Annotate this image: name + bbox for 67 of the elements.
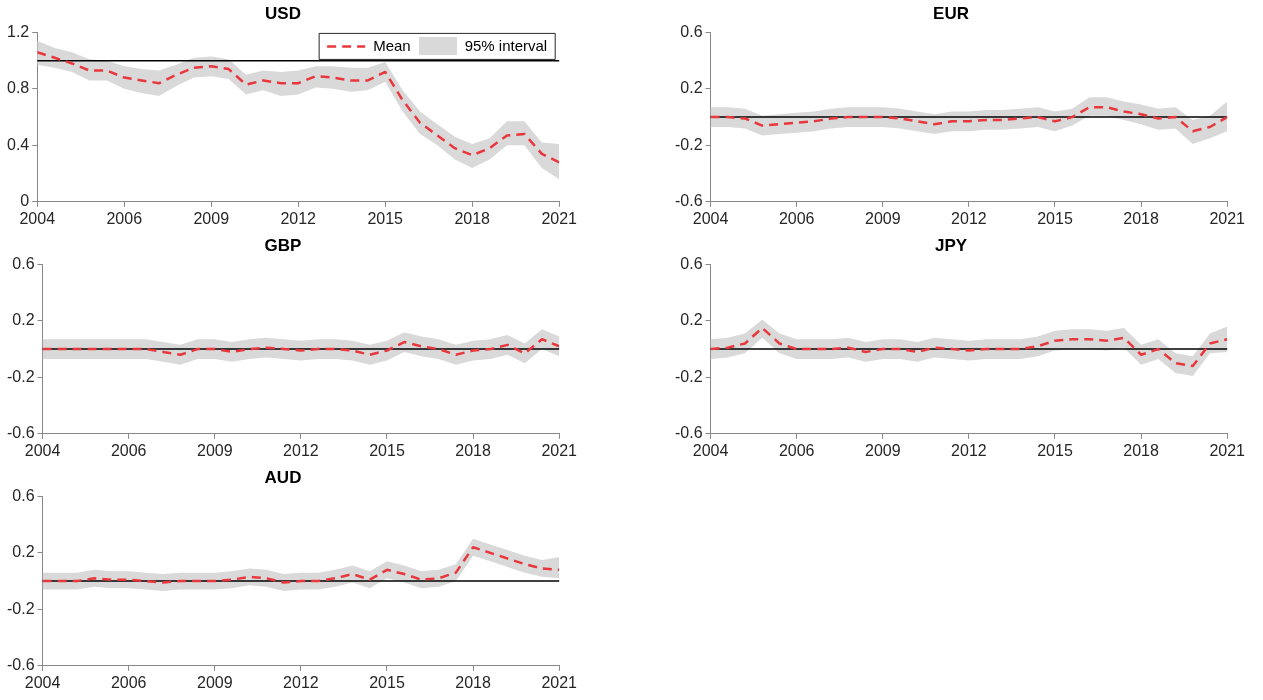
y-tick-label: -0.6 bbox=[6, 424, 35, 442]
y-tick-label: 0.2 bbox=[680, 79, 703, 97]
line-series bbox=[42, 545, 560, 584]
y-tick-label: 0.2 bbox=[12, 543, 35, 561]
x-tick-label: 2021 bbox=[1209, 209, 1246, 227]
chart-title: GBP bbox=[264, 235, 302, 255]
chart-title: AUD bbox=[264, 467, 302, 487]
legend-label: Mean bbox=[373, 36, 411, 54]
x-tick-label: 2009 bbox=[196, 673, 233, 691]
x-tick-label: 2004 bbox=[24, 441, 61, 459]
x-tick-label: 2009 bbox=[193, 209, 230, 227]
x-tick-label: 2012 bbox=[280, 209, 317, 227]
y-tick-label: 1.2 bbox=[6, 22, 30, 40]
x-tick-label: 2018 bbox=[1123, 441, 1159, 459]
y-tick-label: 0.2 bbox=[12, 311, 35, 329]
x-tick-label: 2015 bbox=[367, 209, 404, 227]
y-tick-label: 0.6 bbox=[680, 254, 703, 272]
chart-title: USD bbox=[265, 3, 301, 23]
y-tick-label: -0.6 bbox=[674, 192, 703, 210]
x-tick-label: 2012 bbox=[951, 441, 987, 459]
x-tick-label: 2004 bbox=[692, 209, 729, 227]
x-tick-label: 2021 bbox=[541, 209, 578, 227]
y-tick-label: 0.6 bbox=[12, 486, 35, 504]
y-tick-label: -0.2 bbox=[6, 599, 35, 617]
y-tick-label: 0.6 bbox=[680, 22, 703, 40]
x-tick-label: 2006 bbox=[110, 441, 147, 459]
x-tick-label: 2021 bbox=[541, 441, 578, 459]
x-tick-label: 2009 bbox=[864, 441, 901, 459]
x-tick-label: 2018 bbox=[1123, 209, 1159, 227]
x-tick-label: 2004 bbox=[24, 673, 61, 691]
line-series bbox=[710, 105, 1228, 133]
x-tick-label: 2004 bbox=[19, 209, 56, 227]
y-tick-label: -0.2 bbox=[674, 135, 703, 153]
x-tick-label: 2012 bbox=[951, 209, 987, 227]
y-tick-label: -0.2 bbox=[6, 367, 35, 385]
x-tick-label: 2015 bbox=[369, 673, 405, 691]
y-tick-label: 0.2 bbox=[680, 311, 703, 329]
y-tick-label: 0 bbox=[20, 192, 30, 210]
x-tick-label: 2021 bbox=[1209, 441, 1246, 459]
line-series bbox=[37, 50, 560, 164]
x-tick-label: 2015 bbox=[1037, 441, 1073, 459]
x-tick-label: 2009 bbox=[196, 441, 233, 459]
x-tick-label: 2004 bbox=[692, 441, 729, 459]
x-tick-label: 2009 bbox=[864, 209, 901, 227]
y-tick-label: 0.4 bbox=[6, 135, 30, 153]
x-tick-label: 2021 bbox=[541, 673, 578, 691]
line-series bbox=[42, 337, 560, 356]
annotation: 95% interval bbox=[464, 36, 548, 54]
x-tick-label: 2015 bbox=[369, 441, 405, 459]
chart-title: JPY bbox=[934, 235, 968, 255]
x-tick-label: 2012 bbox=[283, 441, 319, 459]
x-tick-label: 2006 bbox=[110, 673, 147, 691]
y-tick-label: -0.6 bbox=[6, 656, 35, 674]
x-tick-label: 2006 bbox=[778, 441, 815, 459]
y-tick-label: -0.6 bbox=[674, 424, 703, 442]
y-tick-label: 0.6 bbox=[12, 254, 35, 272]
chart-title: EUR bbox=[933, 3, 969, 23]
x-tick-label: 2006 bbox=[778, 209, 815, 227]
x-tick-label: 2012 bbox=[283, 673, 319, 691]
y-tick-label: -0.2 bbox=[674, 367, 703, 385]
line-series bbox=[710, 326, 1228, 368]
x-tick-label: 2015 bbox=[1037, 209, 1073, 227]
x-tick-label: 2018 bbox=[455, 673, 491, 691]
x-tick-label: 2006 bbox=[106, 209, 143, 227]
y-tick-label: 0.8 bbox=[6, 79, 30, 97]
x-tick-label: 2018 bbox=[455, 441, 491, 459]
x-tick-label: 2018 bbox=[454, 209, 491, 227]
